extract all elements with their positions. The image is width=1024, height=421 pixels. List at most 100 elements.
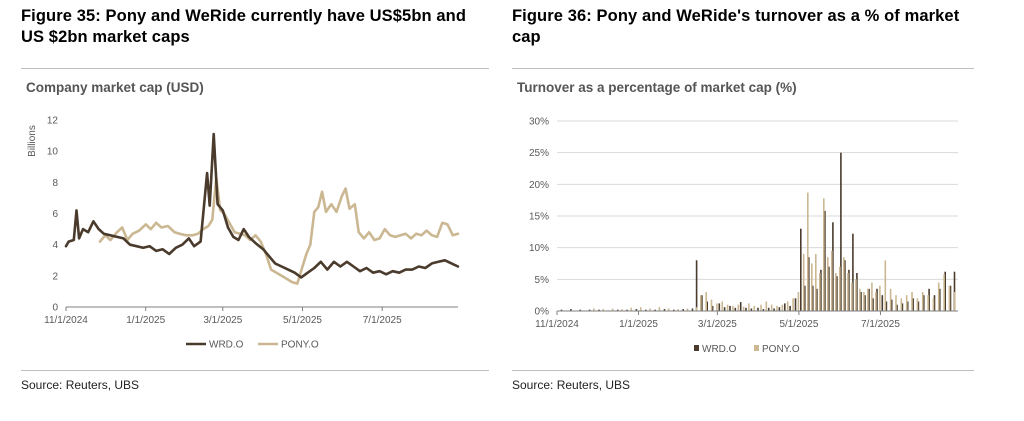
bar-pony-o — [911, 292, 913, 311]
bar-wrd-o — [773, 308, 775, 311]
bar-pony-o — [932, 298, 935, 311]
bar-wrd-o — [739, 302, 742, 311]
bar-wrd-o — [881, 295, 884, 311]
title-divider — [512, 68, 974, 69]
bar-wrd-o — [757, 307, 759, 311]
bar-pony-o — [742, 306, 745, 311]
legend-label: WRD.O — [209, 340, 244, 351]
x-tick-label: 1/1/2025 — [619, 319, 658, 330]
legend-swatch — [694, 345, 699, 351]
bar-wrd-o — [816, 288, 818, 311]
bar-pony-o — [943, 274, 945, 311]
bar-pony-o — [802, 254, 805, 311]
bar-pony-o — [760, 304, 762, 311]
x-tick-label: 11/1/2024 — [44, 315, 88, 326]
turnover-bar-chart: 0% 5% 10% 15% 20% 25% 30% 11/1/2024 1/1/2025 3/1/… — [529, 117, 958, 355]
bar-wrd-o — [876, 288, 878, 311]
bar-wrd-o — [804, 285, 806, 311]
bar-wrd-o — [750, 308, 753, 311]
bar-wrd-o — [762, 309, 765, 311]
bar-pony-o — [827, 257, 829, 311]
bar-wrd-o — [848, 269, 850, 311]
y-tick-label: 0% — [535, 307, 550, 318]
bar-pony-o — [823, 198, 825, 311]
x-tick-label: 3/1/2025 — [203, 315, 242, 326]
bar-wrd-o — [885, 301, 888, 311]
bar-pony-o — [900, 298, 903, 311]
bar-wrd-o — [856, 273, 858, 311]
bar-wrd-o — [734, 307, 737, 311]
y-tick-label: 20% — [529, 180, 549, 191]
bar-wrd-o — [832, 222, 834, 311]
bar-wrd-o — [860, 292, 862, 311]
legend-label: WRD.O — [702, 344, 737, 355]
y-tick-label: 12 — [47, 116, 59, 127]
bar-pony-o — [954, 292, 956, 311]
bar-wrd-o — [711, 305, 714, 311]
bar-pony-o — [786, 301, 789, 311]
bar-wrd-o — [953, 271, 956, 311]
bar-pony-o — [639, 307, 642, 311]
y-tick-label: 8 — [52, 178, 58, 189]
bar-pony-o — [843, 257, 845, 311]
bar-pony-o — [847, 273, 849, 311]
bar-pony-o — [916, 298, 919, 311]
x-tick-label: 1/1/2025 — [126, 315, 165, 326]
bar-pony-o — [721, 301, 723, 311]
bar-wrd-o — [901, 303, 904, 311]
bar-pony-o — [895, 295, 897, 311]
bar-pony-o — [611, 308, 614, 311]
bar-pony-o — [696, 307, 698, 311]
bar-wrd-o — [682, 309, 684, 311]
bar-wrd-o — [828, 266, 830, 311]
bar-pony-o — [797, 292, 800, 311]
bar-pony-o — [792, 298, 794, 311]
chart-title: Turnover as a percentage of market cap (… — [517, 80, 797, 95]
bar-wrd-o — [695, 260, 698, 311]
x-tick-label: 7/1/2025 — [363, 315, 402, 326]
bar-wrd-o — [824, 210, 826, 311]
y-tick-label: 6 — [52, 209, 58, 220]
bar-pony-o — [602, 309, 604, 311]
bar-wrd-o — [767, 307, 770, 311]
bar-wrd-o — [598, 309, 600, 311]
bar-pony-o — [921, 292, 924, 311]
bar-wrd-o — [723, 307, 726, 311]
bar-pony-o — [905, 295, 908, 311]
bar-wrd-o — [844, 260, 846, 311]
source-divider — [512, 370, 974, 371]
bar-pony-o — [621, 309, 623, 311]
bar-wrd-o — [784, 303, 786, 311]
source-divider — [21, 370, 489, 371]
x-tick-label: 3/1/2025 — [698, 319, 737, 330]
bar-pony-o — [851, 282, 853, 311]
figure-36-title: Figure 36: Pony and WeRide's turnover as… — [512, 7, 960, 46]
bar-wrd-o — [864, 295, 866, 311]
bar-pony-o — [677, 309, 679, 311]
y-tick-label: 5% — [535, 275, 550, 286]
bar-wrd-o — [944, 271, 946, 311]
bar-pony-o — [700, 295, 702, 311]
legend-swatch — [754, 345, 759, 351]
bar-pony-o — [765, 301, 768, 311]
bar-wrd-o — [836, 276, 838, 311]
title-divider — [21, 68, 489, 69]
bar-pony-o — [867, 288, 869, 311]
series-line-pony-o — [98, 176, 460, 285]
bar-pony-o — [811, 263, 813, 311]
bar-wrd-o — [570, 309, 572, 311]
bar-wrd-o — [890, 299, 893, 311]
bar-wrd-o — [729, 305, 731, 311]
bar-wrd-o — [800, 228, 802, 311]
chart-title: Company market cap (USD) — [26, 80, 204, 95]
bar-wrd-o — [654, 309, 656, 311]
source-note: Source: Reuters, UBS — [512, 378, 631, 392]
series-line-wrd-o — [64, 132, 460, 279]
bar-wrd-o — [789, 305, 791, 311]
bar-pony-o — [753, 305, 756, 311]
bar-wrd-o — [645, 309, 647, 311]
y-tick-label: 25% — [529, 148, 549, 159]
bar-pony-o — [948, 285, 951, 311]
x-tick-label: 11/1/2024 — [535, 319, 579, 330]
figure-35-title: Figure 35: Pony and WeRide currently hav… — [21, 7, 467, 46]
